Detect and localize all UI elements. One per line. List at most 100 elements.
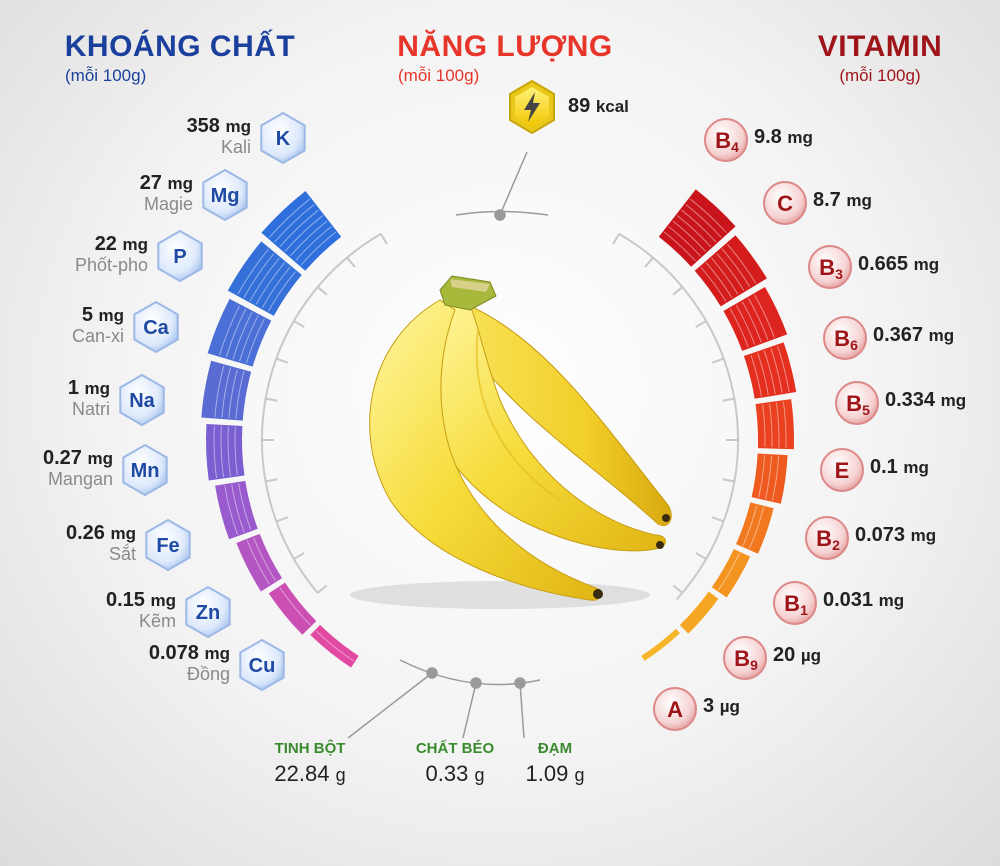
vitamin-bar-b6 bbox=[743, 342, 797, 399]
mineral-bar-cu bbox=[310, 624, 359, 668]
vitamin-subscript: 6 bbox=[850, 337, 858, 353]
vitamin-label-a: 3 µg bbox=[703, 695, 740, 718]
vitamin-bar-b4 bbox=[658, 189, 736, 267]
scale-tick bbox=[276, 357, 288, 364]
mineral-bar-mg bbox=[227, 241, 302, 316]
mineral-unit: mg bbox=[122, 235, 149, 254]
scale-tick bbox=[276, 516, 288, 523]
energy-header: NĂNG LƯỢNG (mỗi 100g) bbox=[370, 30, 640, 86]
scale-tick bbox=[672, 286, 683, 296]
mineral-value: 0.27 bbox=[43, 447, 82, 469]
mineral-label-na: 1 mg Natri bbox=[0, 378, 110, 419]
vitamin-letter: C bbox=[777, 191, 793, 216]
vitamin-letter: B bbox=[819, 255, 835, 280]
mineral-bar-p bbox=[207, 298, 272, 367]
vitamin-bars bbox=[641, 189, 797, 661]
vitamin-label-b4: 9.8 mg bbox=[754, 126, 813, 149]
vitamin-value: 0.073 bbox=[855, 524, 906, 546]
scale-tick bbox=[612, 233, 620, 245]
scale-tick bbox=[265, 397, 278, 402]
scale-tick bbox=[293, 552, 305, 560]
vitamin-bar-e bbox=[751, 453, 788, 504]
mineral-hex-na: Na bbox=[119, 373, 165, 427]
mineral-bars bbox=[201, 190, 359, 668]
vitamin-label-b9: 20 µg bbox=[773, 644, 821, 667]
mineral-unit: mg bbox=[225, 117, 252, 136]
mineral-hex-k: K bbox=[260, 111, 306, 165]
vitamin-letter: B bbox=[816, 526, 832, 551]
scale-tick bbox=[712, 357, 724, 364]
mineral-symbol: Ca bbox=[143, 317, 169, 339]
vitamin-letter: A bbox=[667, 697, 683, 722]
mineral-symbol: P bbox=[173, 246, 186, 268]
vitamin-letter: B bbox=[784, 591, 800, 616]
vitamin-letter: E bbox=[835, 458, 850, 483]
vitamin-subscript: 1 bbox=[800, 602, 808, 618]
mineral-bar-zn bbox=[268, 582, 317, 635]
mineral-label-mg: 27 mg Magie bbox=[43, 173, 193, 214]
scale-tick bbox=[672, 584, 683, 594]
vitamin-subscript: 5 bbox=[862, 402, 870, 418]
vitamin-bar-b3 bbox=[723, 287, 788, 351]
scale-tick bbox=[346, 257, 356, 268]
vitamin-unit: mg bbox=[913, 255, 940, 274]
vitamin-bar-b9 bbox=[679, 591, 719, 634]
mineral-label-k: 358 mg Kali bbox=[101, 116, 251, 157]
macro-fat: CHẤT BÉO 0.33 g bbox=[400, 740, 510, 787]
vitamin-letter: B bbox=[846, 391, 862, 416]
vitamin-label-b5: 0.334 mg bbox=[885, 389, 966, 412]
macro-carbs-name: TINH BỘT bbox=[274, 740, 346, 757]
vitamin-label-b1: 0.031 mg bbox=[823, 589, 904, 612]
energy-number: 89 bbox=[568, 95, 591, 117]
mineral-unit: mg bbox=[167, 174, 194, 193]
vitamin-value: 0.665 bbox=[858, 253, 909, 275]
vitamins-title: VITAMIN bbox=[817, 30, 943, 63]
banana-bunch-image bbox=[369, 275, 672, 601]
macro-fat-number: 0.33 bbox=[425, 761, 469, 786]
mineral-hex-ca: Ca bbox=[133, 300, 179, 354]
connector-lines bbox=[347, 151, 549, 739]
vitamin-unit: mg bbox=[787, 128, 813, 147]
mineral-name: Đồng bbox=[186, 664, 230, 684]
mineral-bar-ca bbox=[201, 360, 252, 421]
vitamin-unit: mg bbox=[940, 391, 967, 410]
mineral-value: 0.26 bbox=[66, 522, 105, 544]
scale-tick bbox=[695, 320, 707, 328]
macro-carbs-unit: g bbox=[335, 765, 346, 785]
scale-tick bbox=[722, 397, 735, 402]
vitamin-circle-e: E bbox=[820, 448, 864, 492]
vitamin-value: 20 bbox=[773, 644, 796, 666]
vitamin-icons: B 4CB 3B 6B 5EB 2B 1B 9A bbox=[653, 118, 879, 731]
vitamin-label-c: 8.7 mg bbox=[813, 189, 872, 212]
macro-fat-name: CHẤT BÉO bbox=[415, 740, 495, 757]
mineral-bar-na bbox=[206, 424, 245, 481]
mineral-name: Kẽm bbox=[138, 611, 176, 631]
mineral-name: Sắt bbox=[108, 544, 136, 564]
mineral-bar-mn bbox=[215, 480, 258, 540]
scale-tick bbox=[293, 320, 305, 328]
mineral-value: 1 bbox=[67, 377, 79, 399]
mineral-unit: mg bbox=[150, 591, 177, 610]
mineral-hex-mn: Mn bbox=[122, 443, 168, 497]
macro-fat-unit: g bbox=[474, 765, 485, 785]
mineral-symbol: K bbox=[276, 128, 291, 150]
mineral-unit: mg bbox=[87, 449, 114, 468]
vitamin-bar-b5 bbox=[755, 399, 794, 450]
macro-fat-value: 0.33 g bbox=[400, 761, 510, 787]
vitamin-circle-a: A bbox=[653, 687, 697, 731]
mineral-name: Kali bbox=[220, 137, 251, 157]
vitamin-subscript: 2 bbox=[832, 537, 840, 553]
mineral-label-mn: 0.27 mg Mangan bbox=[0, 448, 113, 489]
mineral-bar-k bbox=[261, 190, 342, 271]
mineral-unit: mg bbox=[84, 379, 111, 398]
mineral-hex-p: P bbox=[157, 229, 203, 283]
mineral-unit: mg bbox=[204, 644, 231, 663]
mineral-value: 358 bbox=[186, 115, 220, 137]
vitamin-value: 0.031 bbox=[823, 589, 874, 611]
mineral-value: 0.15 bbox=[106, 589, 145, 611]
mineral-hex-fe: Fe bbox=[145, 518, 191, 572]
banana-shadow bbox=[350, 581, 650, 609]
